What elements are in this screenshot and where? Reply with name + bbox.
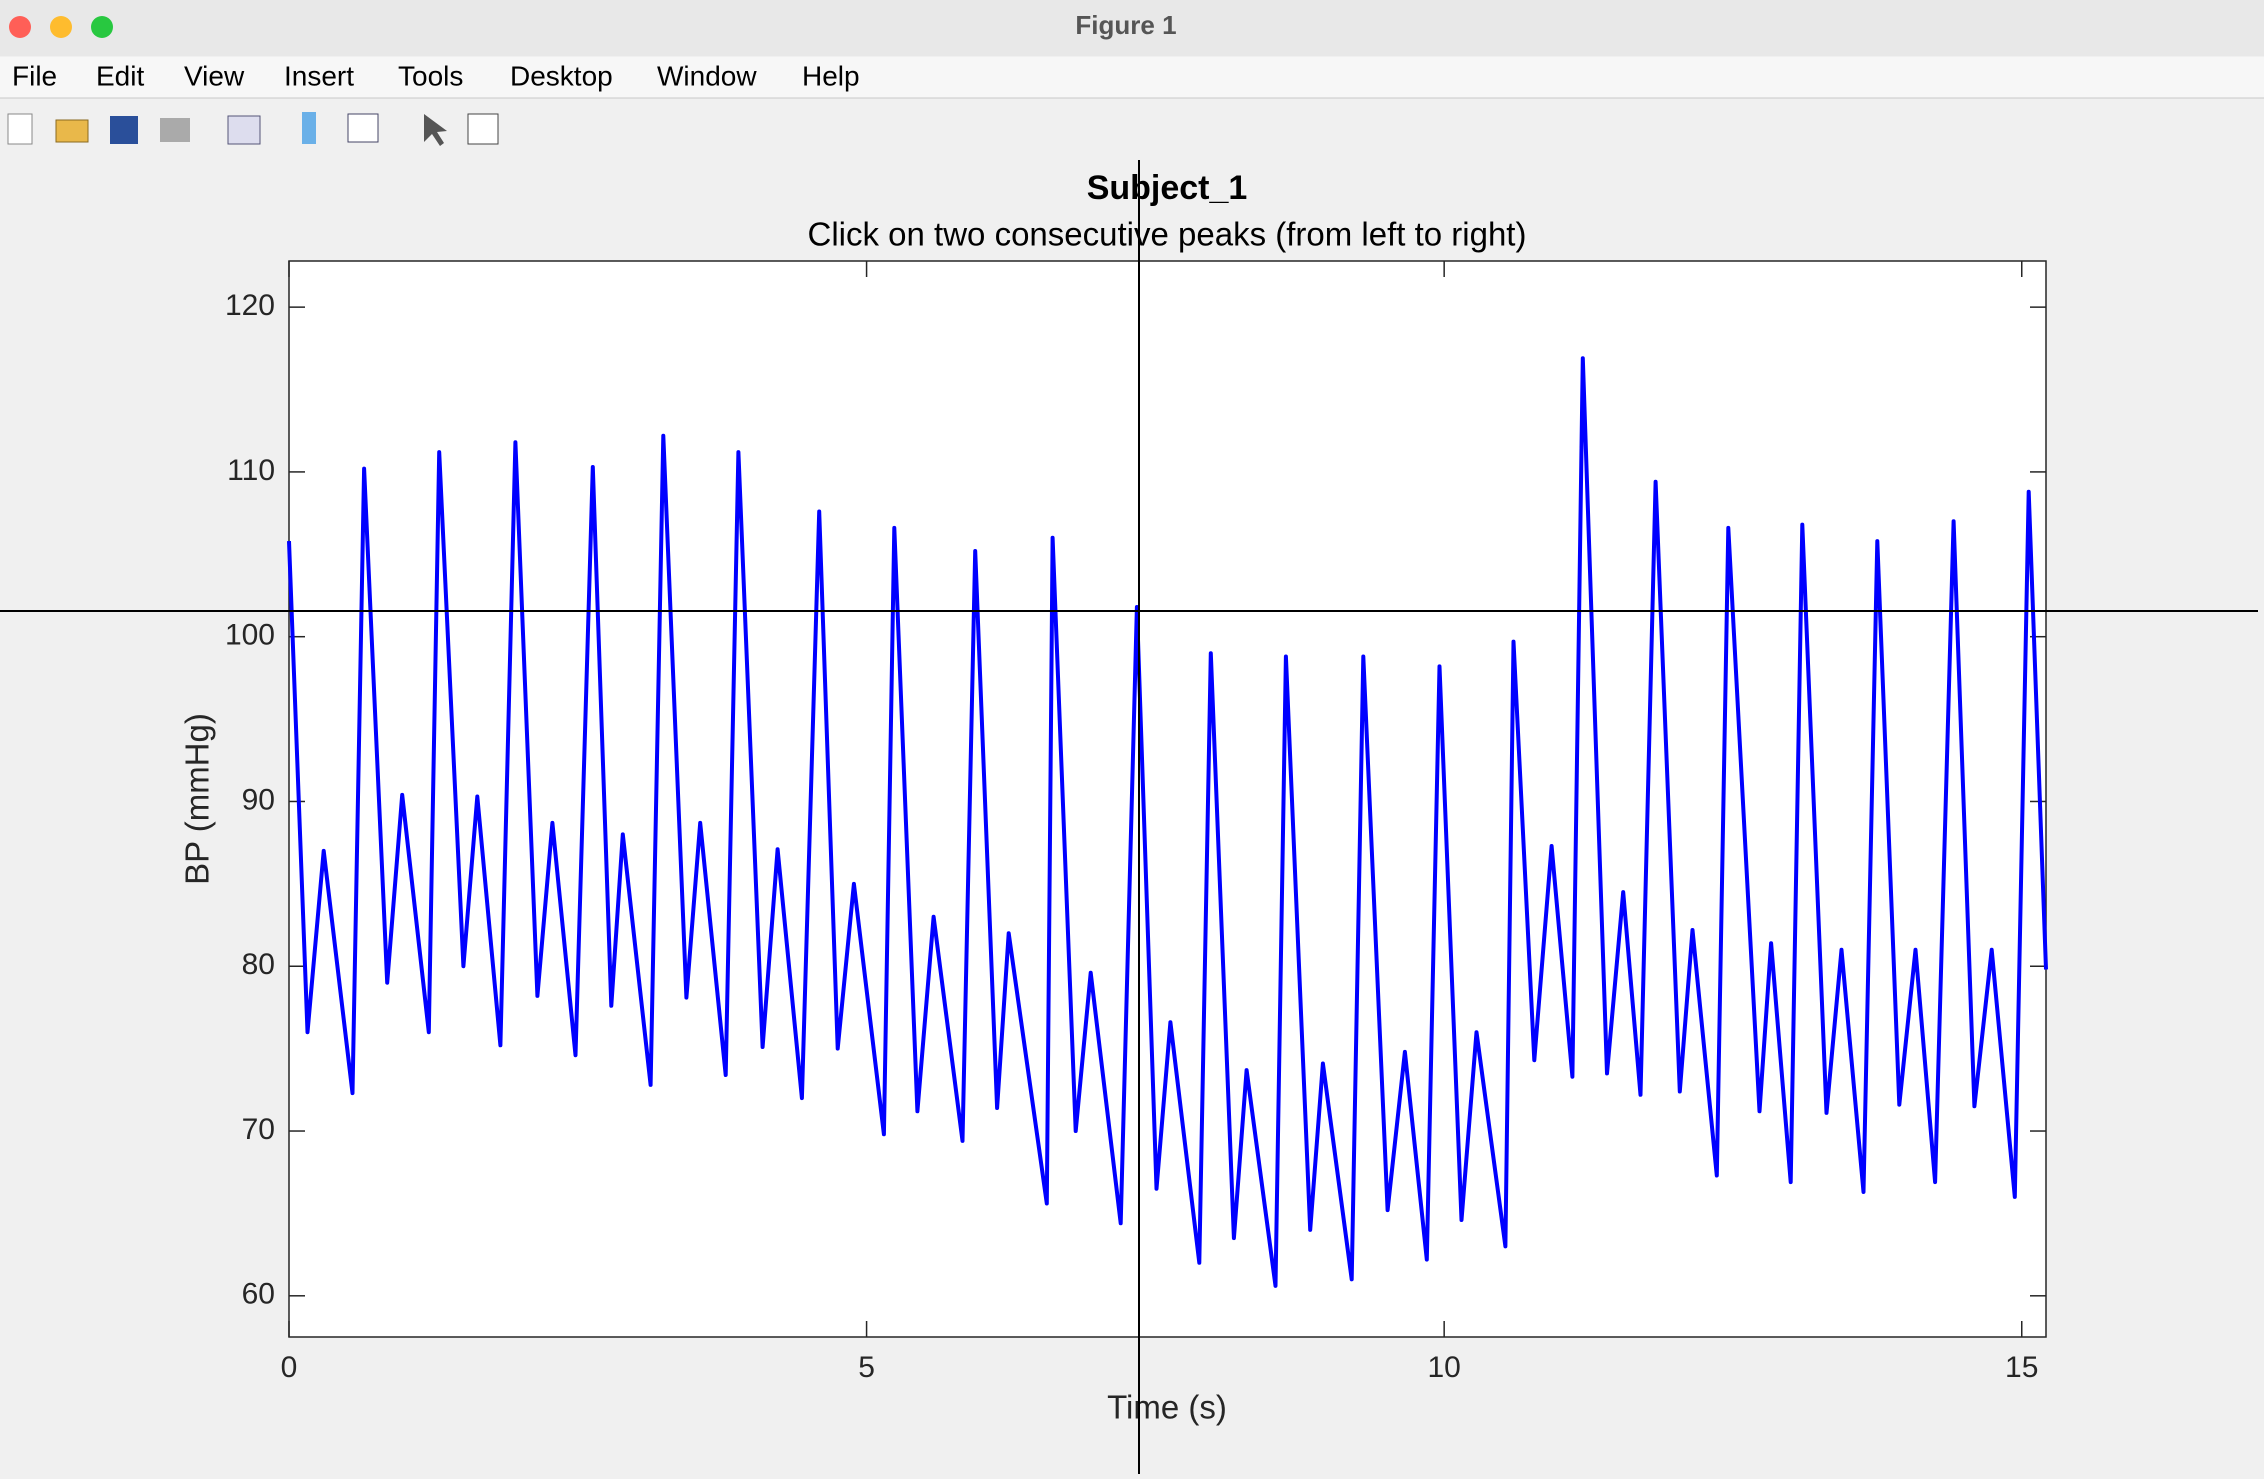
x-axis-label: Time (s) <box>1107 1389 1227 1426</box>
menu-item[interactable]: Insert <box>284 60 354 91</box>
menu-bar <box>0 57 2264 98</box>
y-tick-label: 100 <box>225 619 275 652</box>
y-tick-label: 80 <box>242 948 275 981</box>
minimize-button[interactable] <box>50 16 72 38</box>
window-title: Figure 1 <box>1075 10 1176 40</box>
menu-item[interactable]: Edit <box>96 60 144 91</box>
x-tick-label: 0 <box>281 1351 298 1384</box>
menu-item[interactable]: Help <box>802 60 860 91</box>
link-icon[interactable] <box>227 115 261 145</box>
y-tick-label: 60 <box>242 1278 275 1311</box>
open-icon[interactable] <box>55 119 89 143</box>
menu-item[interactable]: View <box>184 60 245 91</box>
print-icon[interactable] <box>160 118 190 142</box>
menu-item[interactable]: Window <box>657 60 757 91</box>
chart-title: Subject_1 <box>1087 169 1248 207</box>
y-tick-label: 120 <box>225 289 275 322</box>
menu-item[interactable]: File <box>12 60 57 91</box>
colorbar-icon[interactable] <box>302 112 316 144</box>
y-tick-label: 90 <box>242 783 275 816</box>
save-icon[interactable] <box>110 116 138 144</box>
legend-icon[interactable] <box>347 113 379 143</box>
data-line <box>287 356 2048 1288</box>
y-axis-label: BP (mmHg) <box>179 713 216 885</box>
menu-item[interactable]: Desktop <box>510 60 613 91</box>
y-tick-label: 110 <box>227 454 275 487</box>
property-icon[interactable] <box>467 113 499 145</box>
x-tick-label: 15 <box>2005 1351 2038 1384</box>
toolbar <box>7 112 499 146</box>
y-tick-label: 70 <box>242 1113 275 1146</box>
chart-subtitle: Click on two consecutive peaks (from lef… <box>808 216 1527 253</box>
plot: 60 70 80 90 100 110 120 0 5 10 15 <box>225 261 2048 1384</box>
new-icon[interactable] <box>7 113 33 145</box>
plot-area[interactable] <box>288 260 2047 1338</box>
pointer-icon[interactable] <box>424 114 447 146</box>
x-tick-label: 10 <box>1427 1351 1460 1384</box>
zoom-button[interactable] <box>91 16 113 38</box>
x-tick-label: 5 <box>858 1351 875 1384</box>
menu-group: File Edit View Insert Tools Desktop Window Help <box>12 60 860 91</box>
close-button[interactable] <box>9 16 31 38</box>
title-bar <box>0 0 2264 56</box>
menu-item[interactable]: Tools <box>398 60 463 91</box>
